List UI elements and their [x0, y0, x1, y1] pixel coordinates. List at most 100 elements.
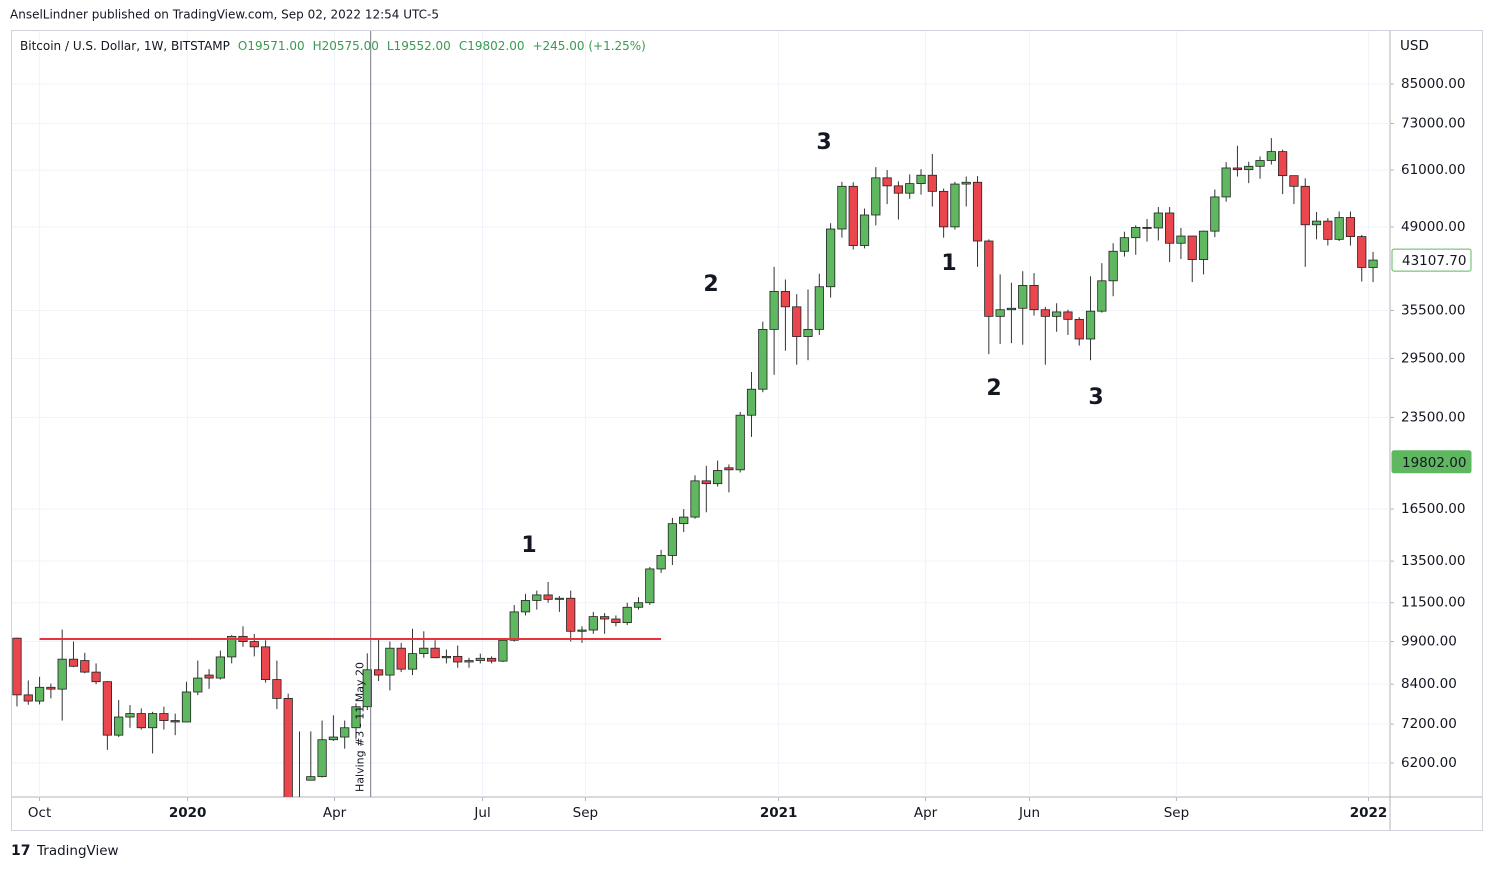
candle-body	[972, 181, 983, 242]
y-tick-label: 49000.00	[1401, 219, 1465, 235]
candle-body	[464, 660, 474, 663]
candle-body	[430, 647, 440, 659]
x-tick-label: Sep	[1164, 805, 1189, 821]
candle-body	[170, 720, 180, 723]
event-label: Halving #3 - 11 May 20	[354, 662, 367, 792]
x-tick-label: 2022	[1350, 805, 1388, 821]
wave-label: 2	[986, 376, 1001, 401]
candle-body	[295, 800, 303, 813]
candle-body	[532, 594, 542, 601]
candle-body	[995, 309, 1005, 317]
candle-body	[792, 306, 802, 337]
candle-body	[871, 177, 881, 216]
footer-brand: TradingView	[36, 843, 119, 859]
ohlc-value: C19802.00	[459, 39, 525, 53]
y-tick-label: 61000.00	[1401, 162, 1465, 178]
candle-body	[916, 174, 926, 185]
y-tick-label: 11500.00	[1401, 595, 1465, 611]
candle-body	[306, 776, 316, 781]
candle-body	[905, 183, 915, 194]
candle-body	[125, 713, 135, 718]
ohlc-value: +245.00 (+1.25%)	[532, 39, 645, 53]
candle-body	[1311, 220, 1322, 226]
x-tick-label: Jun	[1018, 805, 1040, 821]
candle-body	[193, 677, 203, 693]
candle-body	[690, 480, 700, 518]
x-tick-label: 2020	[169, 805, 207, 821]
candle-body	[1063, 311, 1073, 320]
candle-body	[1153, 212, 1163, 229]
candle-body	[554, 597, 565, 600]
symbol: Bitcoin / U.S. Dollar, 1W, BITSTAMP	[20, 39, 230, 53]
candle-body	[1176, 235, 1186, 244]
candle-body	[645, 568, 655, 604]
y-tick-label: 85000.00	[1401, 76, 1465, 92]
candle-body	[735, 414, 745, 471]
candle-body	[611, 618, 621, 624]
ohlc-value: O19571.00	[238, 39, 305, 53]
candle-body	[667, 523, 678, 556]
wave-label: 3	[816, 130, 831, 155]
candle-body	[57, 658, 67, 690]
candle-body	[1085, 310, 1096, 340]
candle-body	[373, 669, 384, 676]
candle-body	[68, 658, 79, 667]
candle-body	[1289, 175, 1299, 187]
candle-body	[272, 679, 282, 699]
candle-body	[441, 655, 451, 659]
candle-body	[1266, 151, 1276, 161]
wave-label: 1	[521, 533, 536, 558]
candle-body	[656, 555, 666, 570]
candle-body	[249, 641, 259, 648]
candle-body	[407, 653, 418, 670]
candle-body	[419, 647, 429, 655]
candle-body	[848, 185, 858, 246]
candle-body	[893, 185, 904, 194]
candle-body	[1097, 280, 1107, 312]
y-tick-label: 16500.00	[1401, 501, 1465, 517]
candle-body	[509, 611, 519, 641]
candle-body	[1210, 196, 1220, 232]
candle-body	[283, 698, 293, 797]
axis-unit: USD	[1400, 38, 1429, 54]
wave-label: 2	[703, 272, 718, 297]
ohlc-value: L19552.00	[387, 39, 451, 53]
candle-body	[713, 470, 723, 485]
candle-body	[758, 328, 768, 390]
candle-body	[1198, 230, 1209, 260]
price-label-box	[1391, 248, 1472, 272]
x-tick-label: Sep	[573, 805, 598, 821]
y-tick-label: 23500.00	[1401, 409, 1465, 425]
candle-body	[453, 655, 463, 663]
candle-body	[147, 713, 158, 729]
candle-body	[1131, 227, 1141, 239]
candle-body	[859, 214, 870, 246]
x-tick-label: Apr	[323, 805, 347, 821]
candle-body	[543, 594, 553, 600]
candle-body	[12, 637, 22, 696]
price-label: 43107.70	[1402, 253, 1466, 269]
candle-body	[939, 190, 949, 228]
footer-logo: 17	[11, 843, 30, 859]
candle-body	[328, 736, 338, 741]
candle-body	[91, 671, 101, 683]
candle-body	[1165, 212, 1175, 244]
publisher: AnselLindner published on TradingView.co…	[10, 8, 439, 22]
candle-body	[520, 600, 531, 613]
candle-body	[1357, 236, 1367, 268]
y-tick-label: 8400.00	[1401, 676, 1457, 692]
y-tick-label: 9900.00	[1401, 634, 1457, 650]
candle-body	[1108, 250, 1118, 282]
candle-body	[396, 647, 406, 670]
candle-body	[1244, 165, 1254, 171]
candle-body	[136, 713, 146, 729]
candle-body	[803, 328, 813, 337]
candle-body	[204, 674, 214, 679]
candle-body	[114, 716, 124, 736]
candle-body	[600, 616, 610, 620]
candle-body	[340, 727, 350, 738]
frame	[11, 30, 1483, 831]
candle-body	[780, 291, 791, 308]
candle-body	[746, 388, 757, 416]
